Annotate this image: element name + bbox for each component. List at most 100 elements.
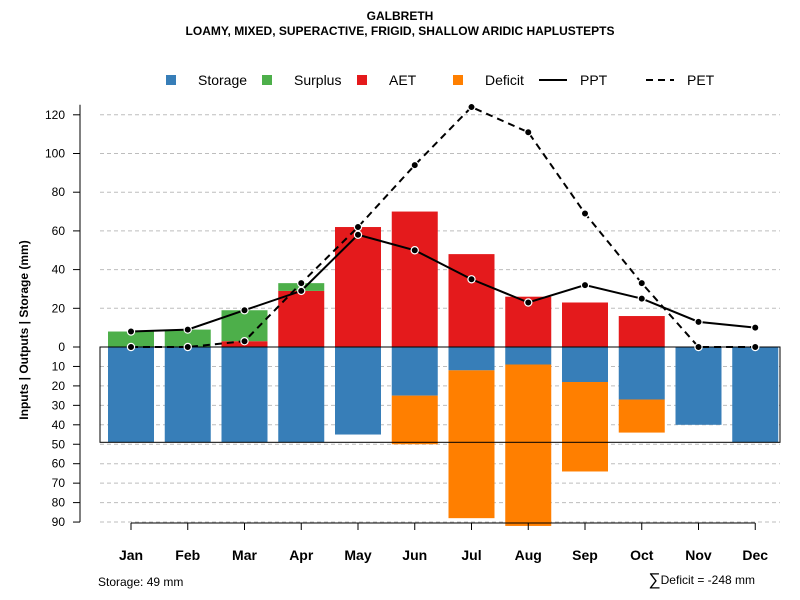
x-tick-label-nov: Nov: [685, 547, 712, 563]
y-tick-label-lower-90: 90: [52, 515, 66, 529]
legend-label-surplus: Surplus: [294, 72, 341, 88]
grid-layer: [100, 114, 780, 523]
legend-swatch-aet: [357, 75, 367, 85]
bar-storage-aug: [505, 347, 552, 365]
y-tick-label-upper-0: 0: [58, 340, 65, 354]
bar-deficit-jul: [448, 370, 495, 519]
point-ppt-aug: [524, 298, 533, 307]
y-tick-label-lower-20: 20: [52, 379, 66, 393]
y-tick-label-upper-100: 100: [45, 147, 65, 161]
line-layer: [126, 102, 760, 352]
point-ppt-jul: [467, 275, 476, 284]
point-pet-mar: [240, 336, 249, 346]
bar-aet-jul: [448, 254, 495, 347]
point-ppt-dec: [751, 323, 760, 332]
point-ppt-nov: [694, 317, 703, 327]
point-pet-may: [353, 222, 363, 232]
bar-storage-jun: [391, 347, 438, 396]
bar-deficit-jun: [391, 395, 438, 445]
bar-storage-jan: [108, 347, 154, 443]
legend-label-deficit: Deficit: [485, 72, 524, 88]
legend-label-aet: AET: [389, 72, 417, 88]
bar-surplus-jan: [108, 331, 154, 347]
x-tick-label-mar: Mar: [232, 547, 257, 563]
y-tick-label-upper-120: 120: [45, 108, 65, 122]
x-tick-label-sep: Sep: [572, 547, 598, 563]
legend: Storage Surplus AET Deficit PPT PET: [166, 72, 715, 88]
bar-deficit-oct: [618, 399, 665, 433]
x-tick-label-feb: Feb: [175, 547, 200, 563]
bar-storage-feb: [164, 347, 211, 443]
bar-deficit-aug: [505, 364, 552, 526]
deficit-footnote: ∑Deficit = -248 mm: [649, 570, 755, 590]
point-pet-apr: [297, 278, 306, 288]
legend-label-ppt: PPT: [580, 72, 608, 88]
y-tick-label-upper-40: 40: [52, 263, 66, 277]
bar-storage-may: [335, 347, 381, 435]
bar-storage-dec: [732, 347, 779, 443]
y-tick-label-lower-70: 70: [52, 476, 66, 490]
x-tick-label-apr: Apr: [289, 547, 314, 563]
point-ppt-mar: [240, 306, 249, 315]
point-ppt-apr: [297, 286, 306, 296]
y-tick-label-lower-50: 50: [52, 437, 66, 451]
bar-deficit-sep: [562, 382, 608, 472]
bar-aet-may: [335, 227, 381, 347]
point-pet-aug: [524, 128, 533, 137]
x-tick-label-jan: Jan: [119, 547, 143, 563]
y-tick-label-lower-80: 80: [52, 496, 66, 510]
chart-title-block: GALBRETH LOAMY, MIXED, SUPERACTIVE, FRIG…: [0, 9, 800, 39]
y-tick-label-upper-80: 80: [52, 185, 66, 199]
point-pet-feb: [183, 342, 192, 352]
point-ppt-oct: [637, 294, 646, 303]
bar-storage-jul: [448, 347, 495, 371]
x-tick-label-aug: Aug: [515, 547, 542, 563]
y-tick-label-lower-10: 10: [52, 359, 66, 373]
y-tick-label-lower-40: 40: [52, 418, 66, 432]
point-ppt-feb: [183, 325, 192, 334]
bar-storage-apr: [278, 347, 325, 443]
bar-aet-jun: [391, 211, 438, 347]
bar-layer: [99, 211, 781, 526]
point-ppt-jan: [126, 327, 136, 336]
legend-swatch-storage: [166, 75, 176, 85]
bar-aet-oct: [618, 316, 665, 347]
point-pet-nov: [694, 342, 703, 352]
y-tick-label-lower-30: 30: [52, 398, 66, 412]
x-tick-label-dec: Dec: [742, 547, 768, 563]
deficit-total: Deficit = -248 mm: [660, 573, 755, 587]
point-ppt-sep: [580, 280, 590, 290]
x-tick-label-may: May: [344, 547, 371, 563]
y-tick-label-upper-60: 60: [52, 224, 66, 238]
y-tick-label-upper-20: 20: [52, 301, 66, 315]
chart-subtitle: LOAMY, MIXED, SUPERACTIVE, FRIGID, SHALL…: [185, 24, 615, 38]
x-tick-label-jul: Jul: [461, 547, 481, 563]
bar-aet-sep: [562, 302, 608, 347]
point-pet-oct: [637, 278, 646, 288]
line-ppt: [130, 233, 756, 333]
bar-storage-oct: [618, 347, 665, 400]
y-tick-label-lower-60: 60: [52, 457, 66, 471]
bar-surplus-feb: [164, 329, 211, 347]
point-ppt-may: [353, 230, 363, 239]
legend-swatch-deficit: [453, 75, 463, 85]
storage-footnote: Storage: 49 mm: [98, 575, 184, 589]
point-pet-sep: [580, 209, 590, 218]
legend-swatch-surplus: [262, 75, 272, 85]
x-tick-label-jun: Jun: [402, 547, 427, 563]
line-pet: [131, 105, 756, 348]
point-ppt-jun: [410, 246, 419, 255]
axis-layer: 0 20 40 60 80 100 120 10 20 30 40 50 60 70 80 90 Jan Feb M…: [45, 104, 780, 563]
point-pet-jun: [410, 160, 419, 170]
x-tick-label-oct: Oct: [630, 547, 654, 563]
point-pet-jan: [126, 342, 136, 352]
bar-storage-nov: [675, 347, 722, 425]
bar-storage-mar: [221, 347, 268, 443]
point-pet-jul: [467, 102, 476, 112]
y-axis-label: Inputs | Outputs | Storage (mm): [17, 240, 31, 419]
legend-label-storage: Storage: [198, 72, 247, 88]
sigma-symbol: ∑: [648, 570, 661, 589]
legend-label-pet: PET: [687, 72, 715, 88]
bar-storage-sep: [562, 347, 608, 383]
